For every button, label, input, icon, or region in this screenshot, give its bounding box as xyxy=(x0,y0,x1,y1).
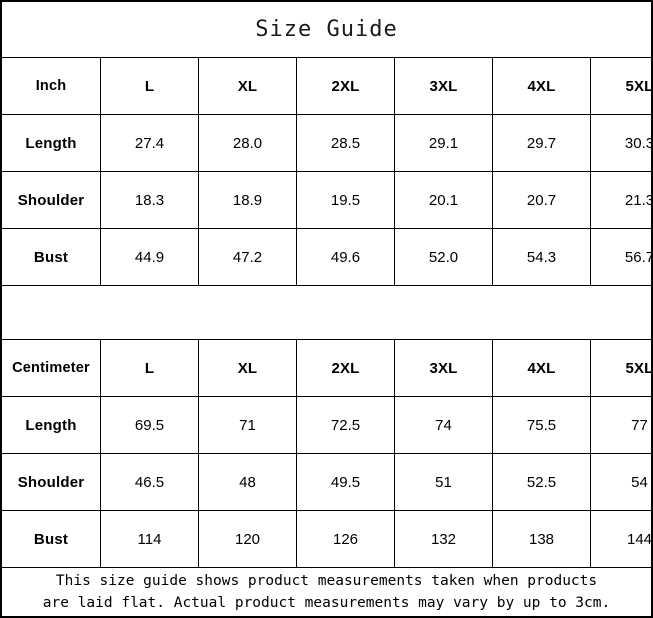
inch-table-block: Inch L XL 2XL 3XL 4XL 5XL Length 27.4 28… xyxy=(2,58,651,285)
inch-table-body: Inch L XL 2XL 3XL 4XL 5XL Length 27.4 28… xyxy=(2,58,653,285)
cm-bust-xl: 120 xyxy=(198,510,297,567)
inch-column-header-xl: XL xyxy=(198,58,297,115)
inch-bust-l: 44.9 xyxy=(100,228,199,285)
inch-header-row: Inch L XL 2XL 3XL 4XL 5XL xyxy=(2,58,651,115)
inch-row-label-length: Length xyxy=(2,114,101,172)
table-separator-row xyxy=(2,285,651,340)
inch-bust-4xl: 54.3 xyxy=(492,228,591,285)
inch-row-label-shoulder: Shoulder xyxy=(2,171,101,229)
cm-length-2xl: 72.5 xyxy=(296,396,395,454)
cm-column-header-l: L xyxy=(100,340,199,397)
inch-length-xl: 28.0 xyxy=(198,114,297,172)
inch-row-label-bust: Bust xyxy=(2,228,101,285)
inch-column-header-4xl: 4XL xyxy=(492,58,591,115)
inch-length-3xl: 29.1 xyxy=(394,114,493,172)
centimeter-header-row: Centimeter L XL 2XL 3XL 4XL 5XL xyxy=(2,340,651,397)
cm-bust-l: 114 xyxy=(100,510,199,567)
inch-shoulder-4xl: 20.7 xyxy=(492,171,591,229)
disclaimer-line-1: This size guide shows product measuremen… xyxy=(55,573,598,589)
cm-length-5xl: 77 xyxy=(590,396,651,454)
inch-length-4xl: 29.7 xyxy=(492,114,591,172)
cm-row-label-length: Length xyxy=(2,396,101,454)
cm-shoulder-l: 46.5 xyxy=(100,453,199,511)
inch-shoulder-xl: 18.9 xyxy=(198,171,297,229)
inch-bust-3xl: 52.0 xyxy=(394,228,493,285)
inch-shoulder-3xl: 20.1 xyxy=(394,171,493,229)
size-guide-title-row: Size Guide xyxy=(2,2,651,58)
cm-length-xl: 71 xyxy=(198,396,297,454)
cm-length-3xl: 74 xyxy=(394,396,493,454)
inch-column-header-2xl: 2XL xyxy=(296,58,395,115)
inch-column-header-5xl: 5XL xyxy=(590,58,651,115)
table-row: Shoulder 46.5 48 49.5 51 52.5 54 xyxy=(2,453,651,511)
cm-shoulder-3xl: 51 xyxy=(394,453,493,511)
cm-shoulder-xl: 48 xyxy=(198,453,297,511)
inch-unit-header: Inch xyxy=(2,58,101,115)
centimeter-table-body: Centimeter L XL 2XL 3XL 4XL 5XL Length 6… xyxy=(2,340,653,567)
inch-column-header-3xl: 3XL xyxy=(394,58,493,115)
inch-bust-xl: 47.2 xyxy=(198,228,297,285)
cm-row-label-shoulder: Shoulder xyxy=(2,453,101,511)
cm-column-header-xl: XL xyxy=(198,340,297,397)
table-row: Shoulder 18.3 18.9 19.5 20.1 20.7 21.3 xyxy=(2,171,651,229)
cm-bust-2xl: 126 xyxy=(296,510,395,567)
cm-column-header-2xl: 2XL xyxy=(296,340,395,397)
cm-row-label-bust: Bust xyxy=(2,510,101,567)
inch-length-l: 27.4 xyxy=(100,114,199,172)
inch-length-2xl: 28.5 xyxy=(296,114,395,172)
inch-bust-5xl: 56.7 xyxy=(624,248,653,266)
cm-length-4xl: 75.5 xyxy=(492,396,591,454)
disclaimer-row: This size guide shows product measuremen… xyxy=(2,567,651,616)
inch-shoulder-5xl: 21.3 xyxy=(590,171,651,229)
table-row: Bust 114 120 126 132 138 144 xyxy=(2,510,653,567)
table-row: Bust 44.9 47.2 49.6 52.0 54.3 56.7 xyxy=(2,228,653,285)
inch-measurements-table: Inch L XL 2XL 3XL 4XL 5XL Length 27.4 28… xyxy=(2,58,653,285)
table-row: Length 27.4 28.0 28.5 29.1 29.7 30.3 xyxy=(2,114,651,172)
centimeter-table-block: Centimeter L XL 2XL 3XL 4XL 5XL Length 6… xyxy=(2,340,651,567)
cm-shoulder-2xl: 49.5 xyxy=(296,453,395,511)
disclaimer-line-2: are laid flat. Actual product measuremen… xyxy=(42,595,611,611)
inch-shoulder-l: 18.3 xyxy=(100,171,199,229)
cm-column-header-3xl: 3XL xyxy=(394,340,493,397)
cm-length-l: 69.5 xyxy=(100,396,199,454)
inch-length-5xl: 30.3 xyxy=(590,114,651,172)
cm-shoulder-4xl: 52.5 xyxy=(492,453,591,511)
cm-bust-4xl: 138 xyxy=(492,510,591,567)
page-title: Size Guide xyxy=(255,17,398,42)
inch-bust-2xl: 49.6 xyxy=(296,228,395,285)
cm-column-header-5xl: 5XL xyxy=(590,340,651,397)
centimeter-measurements-table: Centimeter L XL 2XL 3XL 4XL 5XL Length 6… xyxy=(2,340,653,567)
inch-column-header-l: L xyxy=(100,58,199,115)
cm-column-header-4xl: 4XL xyxy=(492,340,591,397)
cm-shoulder-5xl: 54 xyxy=(590,453,651,511)
inch-shoulder-2xl: 19.5 xyxy=(296,171,395,229)
cm-bust-3xl: 132 xyxy=(394,510,493,567)
table-row: Length 69.5 71 72.5 74 75.5 77 xyxy=(2,396,651,454)
centimeter-unit-header: Centimeter xyxy=(2,340,101,397)
cm-bust-5xl: 144 xyxy=(626,530,653,548)
